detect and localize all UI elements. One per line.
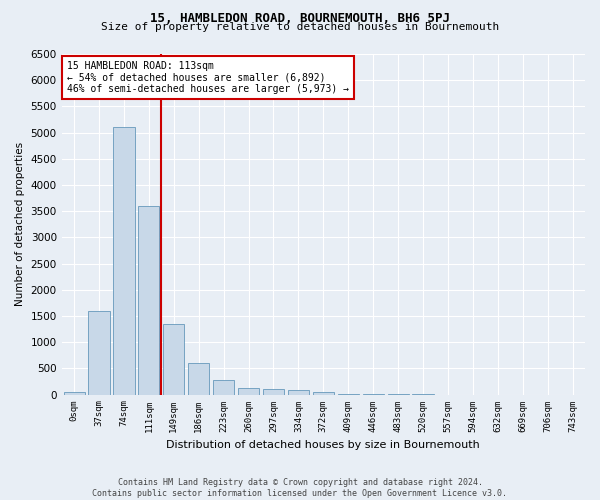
Text: 15, HAMBLEDON ROAD, BOURNEMOUTH, BH6 5PJ: 15, HAMBLEDON ROAD, BOURNEMOUTH, BH6 5PJ: [150, 12, 450, 26]
Text: Contains HM Land Registry data © Crown copyright and database right 2024.
Contai: Contains HM Land Registry data © Crown c…: [92, 478, 508, 498]
Bar: [288, 390, 309, 394]
Bar: [213, 380, 234, 394]
Bar: [88, 310, 110, 394]
Bar: [263, 389, 284, 394]
X-axis label: Distribution of detached houses by size in Bournemouth: Distribution of detached houses by size …: [166, 440, 480, 450]
Text: 15 HAMBLEDON ROAD: 113sqm
← 54% of detached houses are smaller (6,892)
46% of se: 15 HAMBLEDON ROAD: 113sqm ← 54% of detac…: [67, 61, 349, 94]
Bar: [163, 324, 184, 394]
Bar: [113, 128, 134, 394]
Text: Size of property relative to detached houses in Bournemouth: Size of property relative to detached ho…: [101, 22, 499, 32]
Y-axis label: Number of detached properties: Number of detached properties: [15, 142, 25, 306]
Bar: [138, 206, 160, 394]
Bar: [313, 392, 334, 394]
Bar: [238, 388, 259, 394]
Bar: [188, 363, 209, 394]
Bar: [64, 392, 85, 394]
